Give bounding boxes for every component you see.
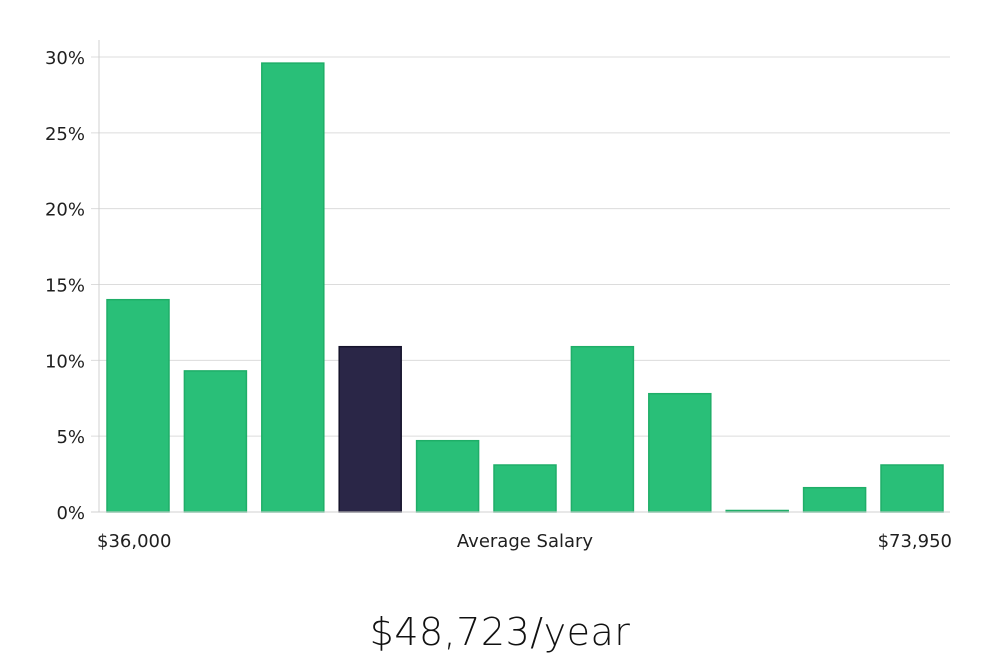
bar-highlighted (338, 345, 402, 513)
salary-histogram: 0% 5% 10% 15% 20% 25% 30% $36,000 Average Sala… (45, 40, 952, 552)
y-axis-ticks: 0% 5% 10% 15% 20% 25% 30% (45, 48, 85, 524)
y-tick-label: 5% (56, 427, 85, 448)
y-tick-label: 10% (45, 351, 85, 372)
average-salary-headline: $48,723/year (369, 610, 631, 654)
y-tick-label: 25% (45, 124, 85, 145)
x-min-label: $36,000 (97, 531, 171, 552)
bar (570, 345, 635, 513)
bar (106, 298, 170, 513)
bar (415, 439, 480, 513)
bar (802, 486, 867, 513)
x-max-label: $73,950 (878, 531, 952, 552)
bar (261, 62, 325, 513)
y-tick-label: 0% (56, 503, 85, 524)
bar (493, 464, 557, 513)
bars (106, 62, 944, 513)
gridlines (91, 56, 950, 437)
y-tick-label: 15% (45, 276, 85, 297)
bar (183, 370, 248, 513)
y-tick-label: 20% (45, 200, 85, 221)
y-tick-label: 30% (45, 48, 85, 69)
bar (880, 464, 944, 513)
bar (648, 392, 712, 513)
x-axis-title: Average Salary (457, 531, 594, 552)
